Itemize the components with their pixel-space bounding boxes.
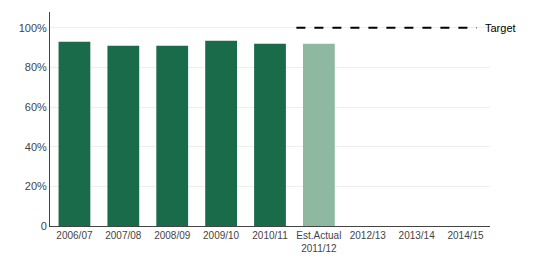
svg-text:60%: 60% xyxy=(25,101,47,113)
svg-text:2014/15: 2014/15 xyxy=(447,230,484,241)
svg-text:100%: 100% xyxy=(19,22,47,34)
svg-text:2012/13: 2012/13 xyxy=(350,230,387,241)
svg-text:2013/14: 2013/14 xyxy=(399,230,436,241)
svg-text:Target: Target xyxy=(485,22,516,34)
svg-text:Est.Actual2011/12: Est.Actual2011/12 xyxy=(296,230,341,254)
svg-text:2007/08: 2007/08 xyxy=(105,230,142,241)
svg-text:80%: 80% xyxy=(25,61,47,73)
svg-text:2009/10: 2009/10 xyxy=(203,230,240,241)
svg-text:0: 0 xyxy=(41,220,47,232)
svg-text:2008/09: 2008/09 xyxy=(154,230,191,241)
svg-text:2006/07: 2006/07 xyxy=(56,230,93,241)
svg-text:40%: 40% xyxy=(25,141,47,153)
svg-text:2010/11: 2010/11 xyxy=(252,230,288,241)
svg-text:20%: 20% xyxy=(25,180,47,192)
